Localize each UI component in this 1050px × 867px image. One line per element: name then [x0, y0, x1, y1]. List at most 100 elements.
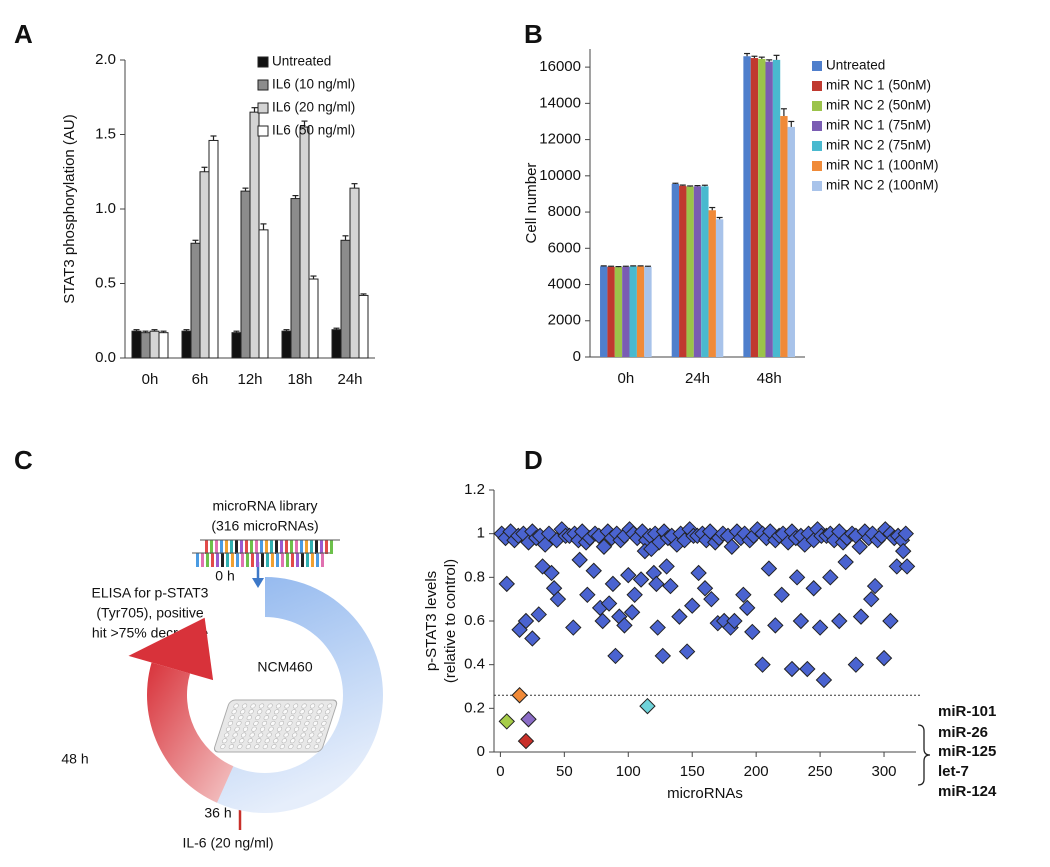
well [258, 703, 265, 709]
x-tick-label: 18h [287, 371, 312, 388]
well [317, 732, 323, 738]
data-point [805, 580, 822, 597]
legend-label: miR NC 2 (50nM) [826, 98, 931, 113]
series-label: miR-124 [938, 783, 997, 800]
error-bar [766, 59, 773, 62]
well [229, 715, 235, 721]
data-point [517, 612, 535, 630]
error-bar [142, 330, 149, 333]
library-strip [260, 540, 263, 554]
data-point [898, 558, 916, 575]
library-strip [211, 553, 214, 567]
data-point [773, 586, 790, 604]
data-point [607, 647, 624, 665]
well [268, 726, 274, 732]
x-tick-label: 100 [616, 763, 641, 780]
error-bar [310, 275, 317, 280]
y-tick-label: 6000 [548, 239, 581, 256]
well [266, 732, 272, 738]
well [284, 703, 290, 709]
error-bar [351, 183, 358, 189]
y-tick-label: 1.0 [95, 200, 116, 217]
error-bar [701, 184, 708, 187]
error-bar [751, 55, 758, 59]
cycle-arrow-head [128, 617, 214, 681]
y-tick-label: 1 [477, 525, 485, 542]
library-strip [270, 540, 273, 554]
well [321, 720, 327, 726]
well [291, 732, 298, 738]
legend-label: miR NC 1 (75nM) [826, 118, 931, 133]
data-point [565, 619, 582, 636]
data-point [604, 575, 622, 593]
library-strip [256, 553, 259, 567]
y-tick-label: 0 [573, 348, 581, 365]
well [263, 715, 269, 721]
well [274, 732, 281, 738]
legend-swatch [257, 79, 269, 91]
bar [715, 219, 724, 357]
bar [772, 59, 781, 358]
data-point [600, 595, 618, 612]
data-point [895, 542, 912, 560]
data-point [754, 656, 771, 673]
data-point [662, 577, 679, 595]
library-strip [231, 553, 234, 567]
legend-label: Untreated [272, 54, 331, 69]
data-point [897, 525, 914, 542]
data-point [690, 564, 707, 582]
well [290, 738, 296, 744]
library-strip [196, 553, 199, 567]
y-tick-label: 4000 [548, 275, 581, 292]
well [281, 738, 287, 744]
library-strip [316, 553, 319, 567]
library-strip [201, 553, 204, 567]
y-tick-label: 0.4 [464, 656, 485, 673]
error-bar [622, 265, 629, 267]
bar [231, 332, 242, 359]
data-point [654, 647, 672, 665]
bar [701, 186, 709, 357]
well [247, 738, 253, 744]
data-point [498, 575, 515, 593]
legend-swatch [812, 61, 822, 71]
data-point [792, 612, 810, 630]
well [297, 715, 303, 721]
bar [331, 329, 342, 359]
x-tick-label: 0h [142, 371, 159, 388]
library-strip [325, 540, 328, 554]
well [228, 744, 234, 750]
data-point [579, 586, 596, 604]
well [289, 715, 295, 721]
library-strip [275, 540, 278, 554]
library-strip [265, 540, 268, 554]
well [283, 732, 289, 738]
data-point [678, 643, 696, 660]
library-strip [235, 540, 238, 554]
error-bar [758, 56, 765, 59]
well [230, 738, 236, 744]
error-bar [780, 108, 787, 117]
data-point [639, 697, 656, 715]
well [326, 703, 333, 709]
data-point [498, 713, 515, 730]
error-bar [342, 235, 349, 241]
library-strip [300, 540, 303, 554]
well [242, 726, 249, 732]
well [308, 732, 315, 738]
data-point [620, 566, 637, 584]
error-bar [133, 329, 140, 332]
bar [181, 330, 192, 359]
data-point [744, 623, 761, 641]
data-point [799, 660, 816, 678]
well [276, 726, 283, 732]
series-label: miR-26 [938, 724, 988, 741]
data-point [822, 569, 839, 586]
bar [299, 126, 310, 359]
well [270, 720, 276, 726]
well [251, 726, 257, 732]
bar [765, 61, 773, 358]
data-point [815, 671, 833, 689]
error-bar [672, 182, 679, 184]
x-tick-label: 50 [556, 763, 573, 780]
